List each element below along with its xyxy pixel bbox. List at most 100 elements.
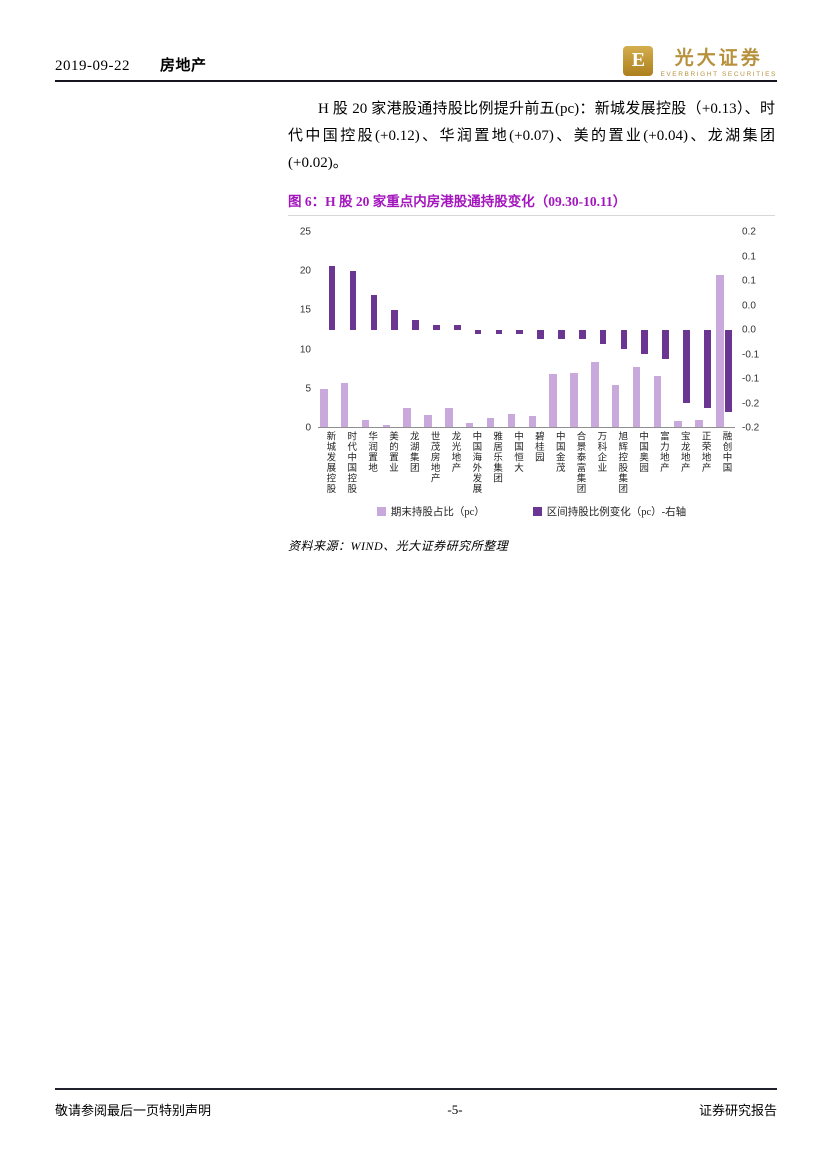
bar-change-pct [433, 324, 440, 330]
bar-holding-pct [549, 373, 557, 427]
figure-source: 资料来源：WIND、光大证券研究所整理 [288, 539, 509, 553]
y-right-tick: -0.2 [742, 398, 760, 409]
page-number: -5- [447, 1101, 463, 1117]
x-axis-label: 中国海外发展 [470, 431, 481, 494]
bar-group [526, 232, 547, 427]
x-axis-label: 新城发展控股 [324, 431, 335, 494]
bar-change-pct [370, 295, 378, 330]
x-axis-label: 中国金茂 [553, 431, 564, 473]
y-right-tick: -0.2 [742, 422, 760, 434]
bar-holding-pct [382, 425, 391, 427]
brand-logo-text: 光大证券 EVERBRIGHT SECURITIES [660, 43, 777, 78]
bar-change-pct [662, 329, 669, 359]
bar-group [610, 232, 631, 427]
y-right-tick: 0.0 [742, 324, 756, 336]
x-axis-label: 旭辉控股集团 [616, 431, 627, 494]
bar-group [318, 232, 339, 427]
bar-holding-pct [340, 383, 349, 427]
bar-change-pct [349, 271, 357, 330]
bar-change-pct [704, 329, 711, 408]
bar-group [506, 232, 527, 427]
header-divider [55, 80, 777, 82]
chart-legend: 期末持股占比（pc） 区间持股比例变化（pc）-右轴 [288, 504, 775, 519]
legend-item-change: 区间持股比例变化（pc）-右轴 [532, 504, 687, 519]
x-axis-label: 龙光地产 [449, 431, 460, 473]
bar-holding-pct [320, 388, 328, 427]
bar-group [652, 232, 673, 427]
chart: 25 20 15 10 5 0 0.2 0.1 0.1 0.0 0.0 -0.1 -0.1 -0.2 -0… [300, 227, 759, 434]
x-axis-label: 碧桂园 [532, 431, 543, 463]
body-paragraph: H 股 20 家港股通持股比例提升前五(pc)：新城发展控股（+0.13）、时代… [288, 101, 775, 171]
y-left-tick: 25 [299, 226, 311, 238]
x-axis-label: 宝龙地产 [678, 431, 689, 473]
bar-change-pct [683, 329, 690, 403]
everbright-logo-icon: E [623, 45, 654, 76]
bar-change-pct [558, 329, 565, 340]
x-axis-label: 龙湖集团 [407, 431, 418, 473]
bar-holding-pct [507, 413, 516, 427]
x-axis-label: 华润置地 [366, 431, 377, 473]
chart-plot [318, 232, 735, 428]
bar-change-pct [516, 329, 524, 335]
x-axis-label: 中国恒大 [512, 431, 522, 473]
bar-group [568, 232, 589, 427]
y-right-tick: 0.1 [742, 251, 756, 262]
bar-holding-pct [528, 416, 537, 427]
page-footer: 敬请参阅最后一页特别声明 -5- 证券研究报告 [55, 1100, 777, 1119]
bar-holding-pct [653, 376, 662, 427]
legend-swatch-change [532, 507, 542, 516]
x-axis-label: 美的置业 [386, 431, 397, 473]
header-meta: 2019-09-22 房地产 [55, 54, 207, 78]
bar-holding-pct [591, 362, 599, 427]
report-category: 房地产 [160, 58, 207, 74]
bar-holding-pct [486, 417, 495, 427]
bar-group [589, 232, 610, 427]
x-axis-label: 时代中国控股 [345, 431, 356, 494]
bar-group [485, 232, 506, 427]
bar-holding-pct [611, 384, 620, 427]
bar-group [443, 232, 464, 427]
bar-holding-pct [361, 419, 370, 427]
bar-group [631, 232, 652, 427]
x-axis-labels: 新城发展控股 时代中国控股 华润置地 美的置业 龙湖集团 世茂房地产 龙光地产 中国海外发展雅… [318, 431, 735, 494]
y-axis-right: 0.2 0.1 0.1 0.0 0.0 -0.1 -0.1 -0.2 -0.2 [739, 227, 773, 434]
bar-change-pct [641, 329, 649, 354]
y-right-tick: 0.1 [742, 275, 756, 287]
bar-change-pct [328, 266, 336, 330]
x-axis-label: 融创中国 [720, 431, 731, 473]
bar-group [401, 232, 422, 427]
bar-change-pct [620, 329, 628, 349]
x-axis-label: 雅居乐集团 [491, 431, 502, 484]
legend-item-holding: 期末持股占比（pc） [376, 504, 485, 519]
main-content: H 股 20 家港股通持股比例提升前五(pc)：新城发展控股（+0.13）、时代… [288, 96, 775, 554]
figure-6: 图 6：H 股 20 家重点内房港股通持股变化（09.30-10.11） 25 2… [288, 190, 775, 554]
bar-holding-pct [695, 419, 703, 427]
x-axis-label: 世茂房地产 [428, 431, 439, 484]
y-right-tick: -0.1 [742, 373, 760, 385]
bar-holding-pct [465, 423, 474, 427]
y-right-tick: 0.2 [742, 226, 756, 238]
bar-group [547, 232, 568, 427]
y-left-tick: 10 [299, 344, 311, 356]
x-axis-label: 合景泰富集团 [574, 431, 585, 494]
bar-change-pct [578, 329, 586, 340]
bar-holding-pct [445, 408, 453, 427]
footer-disclaimer: 敬请参阅最后一页特别声明 [55, 1103, 212, 1118]
bar-group [714, 232, 735, 427]
bar-holding-pct [716, 274, 724, 427]
bar-group [381, 232, 402, 427]
bar-holding-pct [674, 420, 682, 427]
legend-label-change: 区间持股比例变化（pc）-右轴 [546, 507, 687, 518]
page-header: 2019-09-22 房地产 E 光大证券 EVERBRIGHT SECURITI… [55, 38, 777, 78]
y-right-tick: -0.1 [742, 349, 760, 360]
bar-change-pct [599, 329, 607, 345]
x-axis-label: 富力地产 [657, 431, 668, 473]
bar-holding-pct [570, 373, 578, 427]
report-date: 2019-09-22 [55, 58, 130, 74]
footer-divider [55, 1088, 777, 1090]
x-axis-label: 万科企业 [595, 431, 606, 473]
brand-name: 光大证券 [674, 48, 763, 69]
brand-logo: E 光大证券 EVERBRIGHT SECURITIES [623, 43, 777, 78]
bar-group [464, 232, 485, 427]
